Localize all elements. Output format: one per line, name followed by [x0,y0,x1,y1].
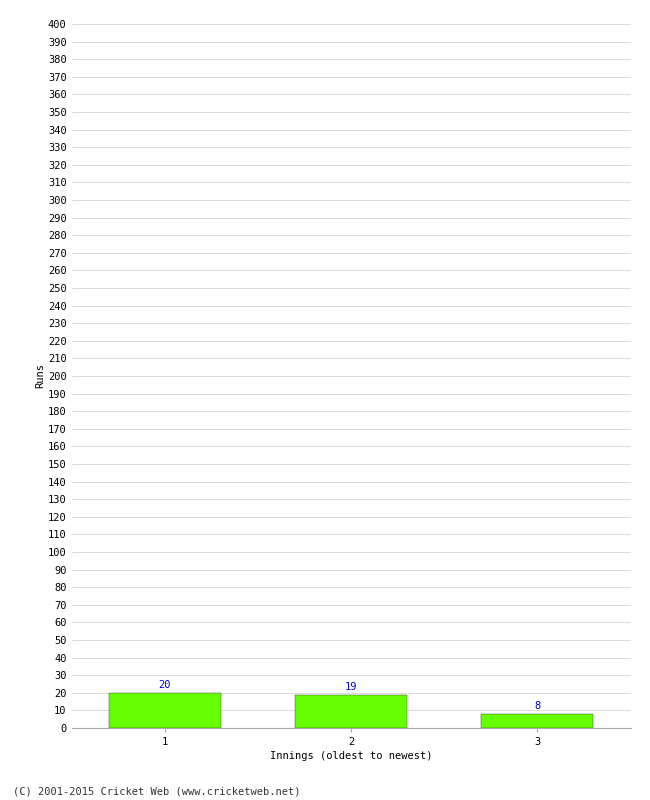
Bar [295,694,407,728]
Bar [109,693,220,728]
Text: 8: 8 [534,702,540,711]
Bar [482,714,593,728]
Text: 20: 20 [159,680,171,690]
Text: (C) 2001-2015 Cricket Web (www.cricketweb.net): (C) 2001-2015 Cricket Web (www.cricketwe… [13,786,300,796]
Y-axis label: Runs: Runs [35,363,45,389]
Text: 19: 19 [344,682,358,692]
X-axis label: Innings (oldest to newest): Innings (oldest to newest) [270,751,432,761]
